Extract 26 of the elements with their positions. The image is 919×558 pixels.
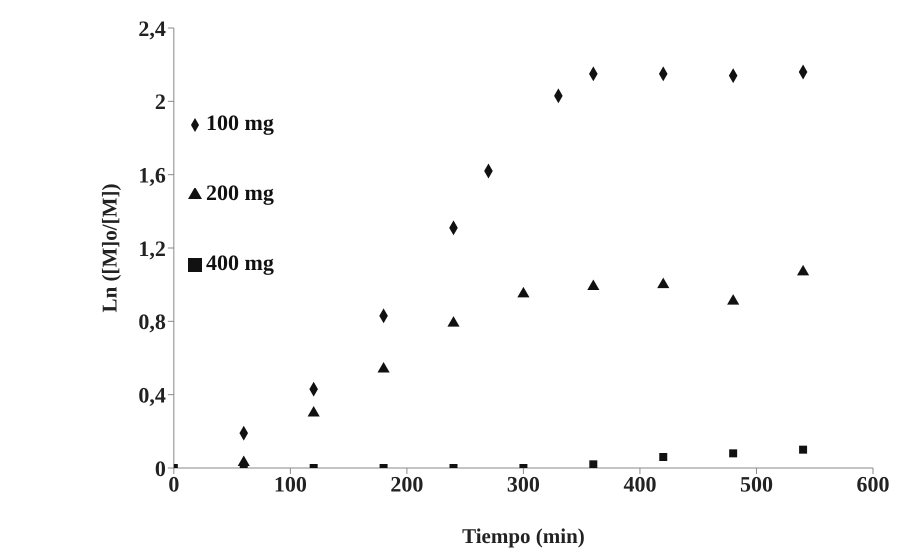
y-tick-label: 1,2	[138, 236, 166, 261]
y-tick-label: 0	[154, 456, 166, 481]
y-tick-label: 2	[154, 89, 166, 114]
x-tick-label: 500	[740, 472, 773, 497]
point	[517, 286, 530, 298]
x-tick-label: 600	[856, 472, 890, 497]
legend-label: 200 mg	[206, 180, 274, 205]
x-tick-label: 100	[274, 472, 307, 497]
legend-label: 400 mg	[206, 250, 274, 275]
y-axis-title: Ln ([M]o/[M])	[97, 184, 122, 312]
point	[447, 316, 460, 327]
y-tick-label: 2,4	[138, 16, 166, 41]
point	[378, 362, 390, 373]
point	[797, 264, 810, 276]
point	[587, 279, 600, 290]
x-tick-label: 300	[506, 472, 540, 497]
point	[727, 294, 740, 305]
point	[308, 406, 320, 417]
legend-label: 100 mg	[206, 110, 274, 135]
y-tick-label: 0,4	[138, 382, 166, 408]
x-axis-title: Tiempo (min)	[462, 524, 585, 548]
x-tick-label: 400	[623, 472, 656, 497]
y-tick-label: 1,6	[138, 162, 166, 188]
y-tick-label: 0,8	[138, 309, 166, 334]
point	[657, 278, 670, 288]
x-tick-label: 200	[390, 472, 424, 497]
